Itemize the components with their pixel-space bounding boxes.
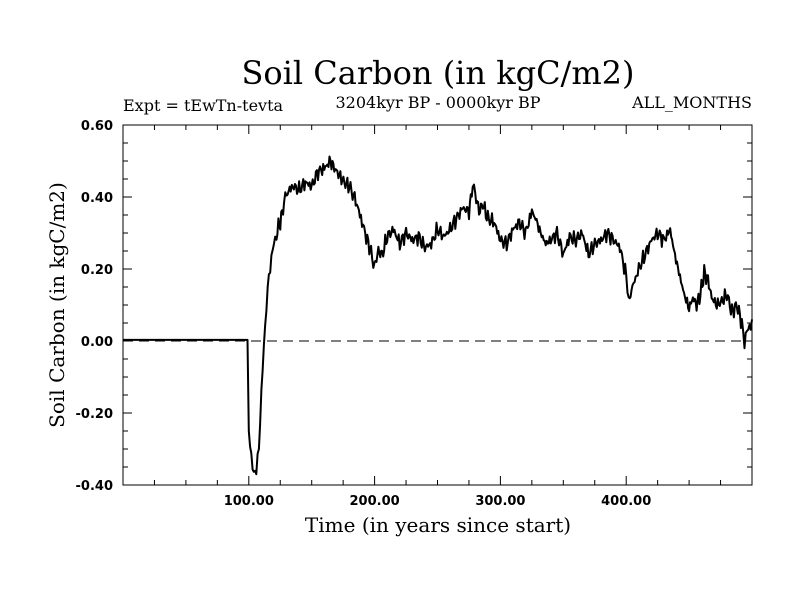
x-axis-label: Time (in years since start): [305, 513, 571, 537]
y-axis-label: Soil Carbon (in kgC/m2): [45, 182, 69, 428]
y-tick-label: 0.20: [81, 263, 113, 278]
y-tick-label: -0.40: [76, 479, 113, 494]
experiment-label: Expt = tEwTn-tevta: [123, 96, 284, 115]
axis-tick-labels: 100.00 200.00 300.00 400.00 -0.40 -0.20 0.00 0.…: [76, 119, 652, 509]
months-label: ALL_MONTHS: [631, 93, 752, 112]
y-tick-label: -0.20: [76, 407, 113, 422]
axis-ticks: [122, 124, 753, 486]
chart-title: Soil Carbon (in kgC/m2): [241, 54, 634, 92]
time-range-label: 3204kyr BP - 0000kyr BP: [336, 93, 541, 112]
x-tick-label: 400.00: [601, 494, 651, 509]
plot-frame: [122, 124, 753, 486]
y-tick-label: 0.60: [81, 119, 113, 134]
soil-carbon-series-line: [123, 155, 753, 476]
x-tick-label: 100.00: [224, 494, 274, 509]
y-tick-label: 0.40: [81, 191, 113, 206]
x-tick-label: 300.00: [475, 494, 525, 509]
x-tick-label: 200.00: [350, 494, 400, 509]
y-tick-label: 0.00: [81, 335, 113, 350]
